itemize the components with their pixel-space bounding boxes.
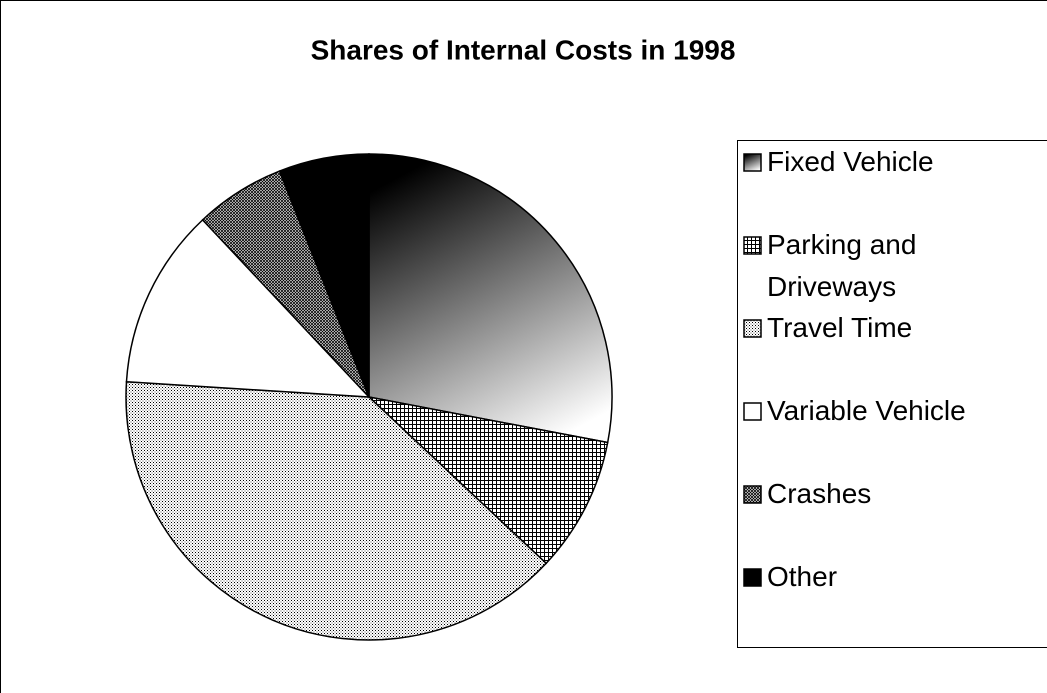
- legend-label: Crashes: [767, 478, 872, 509]
- legend-swatch: [743, 153, 762, 172]
- legend-label: Parking and Driveways: [767, 229, 917, 302]
- pie-slice: [366, 395, 609, 565]
- pie-slice: [125, 380, 548, 641]
- pie-slice: [278, 153, 370, 398]
- legend-swatch-box: [743, 236, 762, 255]
- legend-swatch: [743, 319, 762, 338]
- legend-swatch: [743, 485, 762, 504]
- legend-item: Other: [743, 556, 1043, 598]
- legend-swatch-box: [743, 485, 762, 504]
- legend-swatch-box: [743, 402, 762, 421]
- legend-label: Travel Time: [767, 312, 913, 343]
- legend-swatch-box: [743, 319, 762, 338]
- legend-item: Variable Vehicle: [743, 390, 1043, 432]
- legend-item: Fixed Vehicle: [743, 141, 1043, 183]
- legend: Fixed Vehicle Parking and Driveways Travel…: [737, 140, 1047, 648]
- legend-swatch: [743, 568, 762, 587]
- legend-swatch-box: [743, 568, 762, 587]
- legend-label: Other: [767, 561, 838, 592]
- legend-label: Variable Vehicle: [767, 395, 966, 426]
- pie-slice: [368, 153, 613, 444]
- legend-swatch: [743, 236, 762, 255]
- legend-item: Travel Time: [743, 307, 1043, 349]
- legend-item: Parking and Driveways: [743, 224, 1043, 308]
- pie-slice: [125, 218, 371, 398]
- legend-label: Fixed Vehicle: [767, 146, 934, 177]
- chart-title: Shares of Internal Costs in 1998: [311, 34, 736, 65]
- legend-swatch-box: [743, 153, 762, 172]
- legend-swatch: [743, 402, 762, 421]
- legend-item: Crashes: [743, 473, 1043, 515]
